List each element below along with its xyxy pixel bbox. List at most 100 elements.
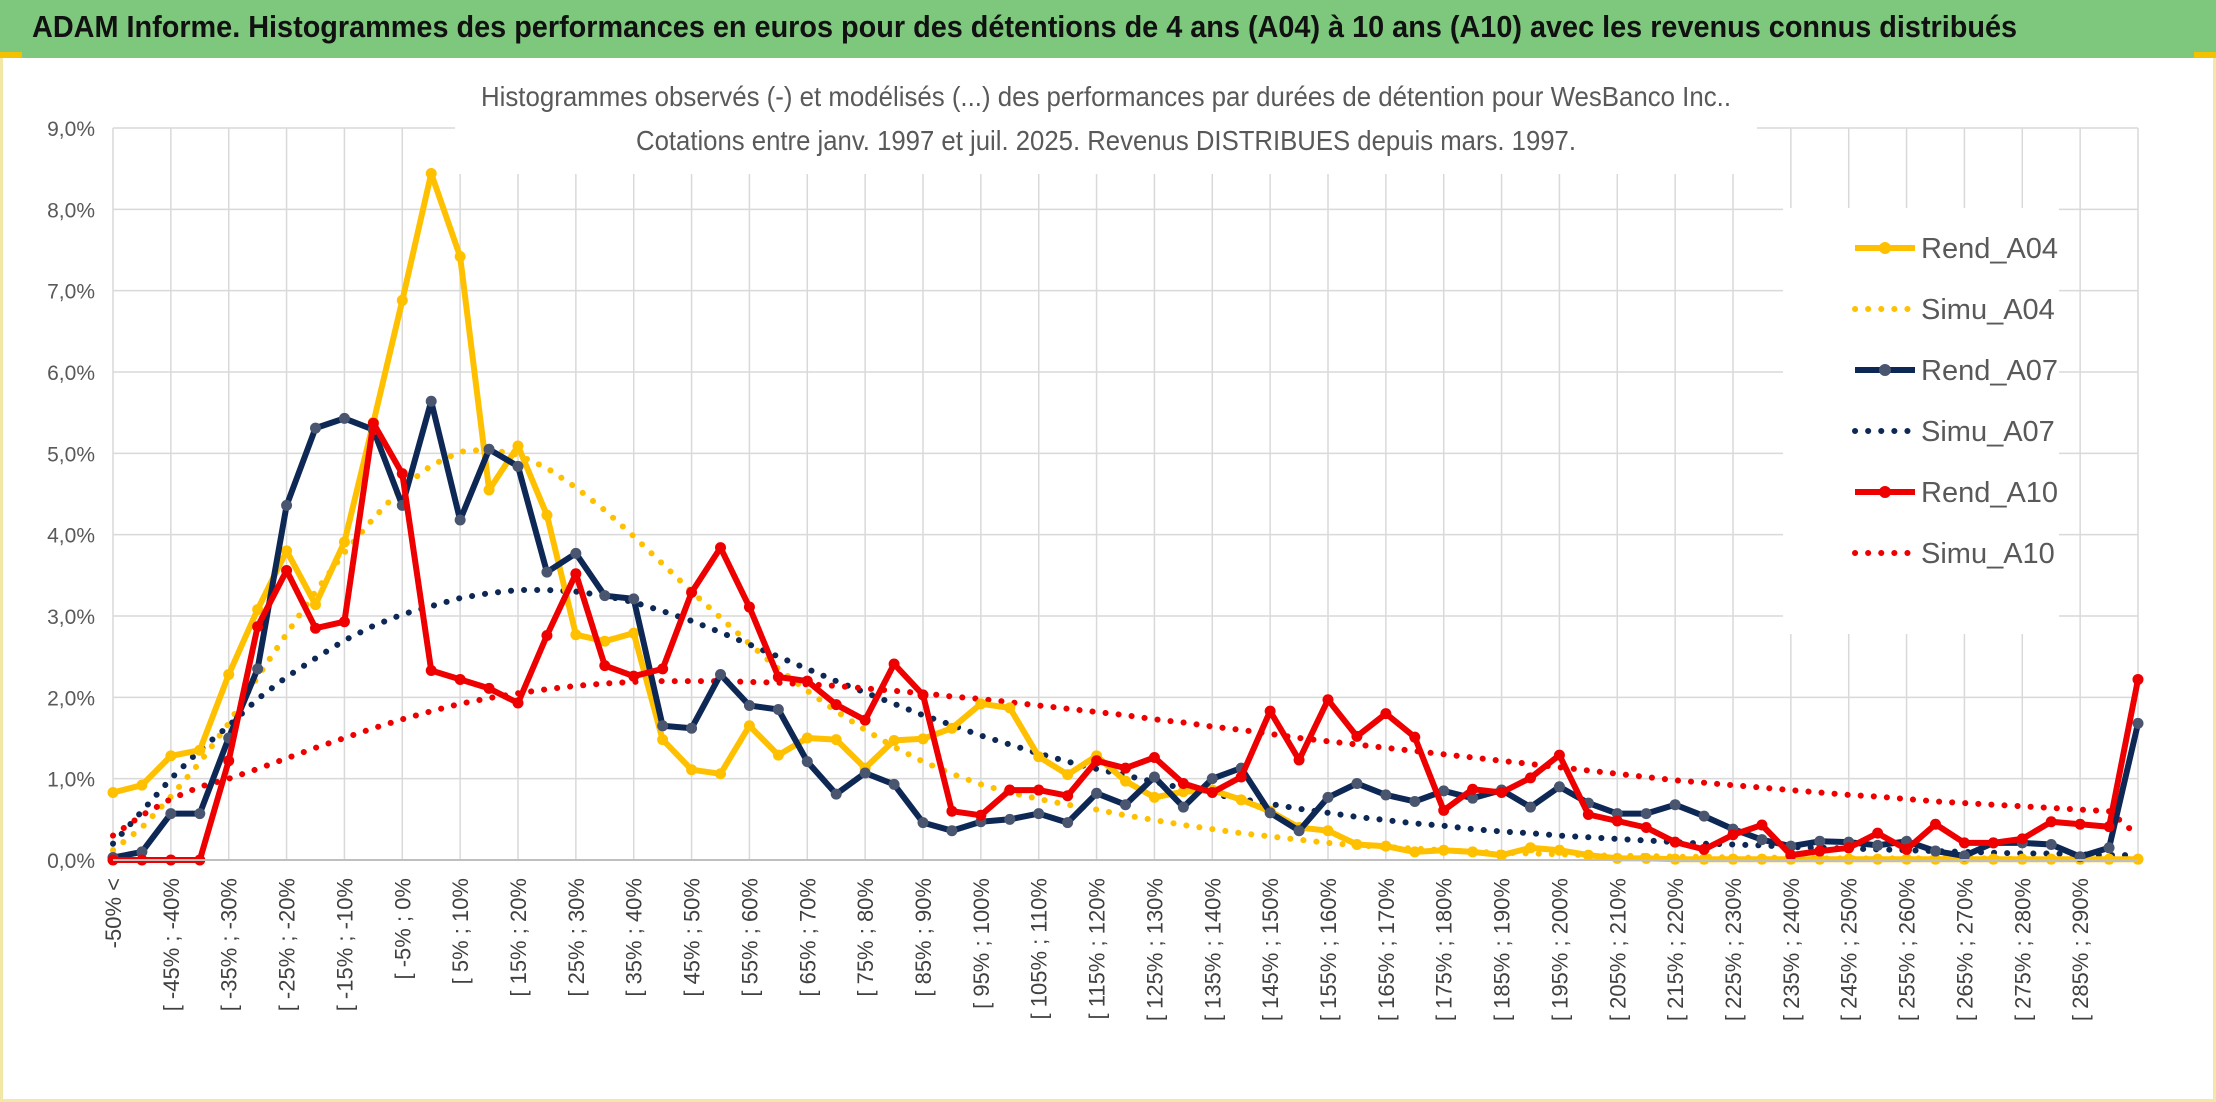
x-tick-label: [ -35% ; -30% [217,878,242,1011]
data-point-rend-a10 [917,689,929,701]
data-point-rend-a07 [1525,801,1536,813]
data-point-rend-a10 [888,658,900,670]
x-tick-label: [ 45% ; 50% [680,878,705,997]
data-point-rend-a07 [2045,839,2057,851]
data-point-rend-a10 [1004,784,1016,796]
legend-marker-rend-a04 [1879,242,1891,254]
data-point-rend-a10 [2132,673,2144,685]
data-point-rend-a07 [541,566,553,578]
data-point-rend-a10 [1727,829,1739,841]
data-point-rend-a10 [570,568,582,580]
x-tick-label: [ 5% ; 10% [448,878,473,984]
data-point-rend-a07 [772,704,784,716]
data-point-rend-a04 [454,251,466,263]
data-point-rend-a04 [570,629,582,641]
data-point-rend-a04 [1611,852,1623,864]
data-point-rend-a04 [310,599,321,611]
data-point-rend-a07 [310,422,321,434]
x-tick-label: [ 245% ; 250% [1837,878,1862,1021]
data-point-rend-a10 [367,417,379,429]
x-tick-label: [ 285% ; 290% [2068,878,2093,1021]
data-point-rend-a10 [1987,837,1999,849]
legend-label-rend-a04: Rend_A04 [1921,233,2058,265]
x-tick-label: [ 175% ; 180% [1432,878,1457,1021]
data-point-rend-a04 [1322,825,1334,837]
data-point-rend-a07 [715,669,726,681]
data-point-rend-a10 [1293,754,1305,766]
legend-label-rend-a10: Rend_A10 [1921,477,2058,509]
header-accent-right [2194,52,2216,58]
data-point-rend-a07 [1264,807,1276,819]
data-point-rend-a10 [1091,755,1103,767]
data-point-rend-a10 [1409,731,1421,743]
data-point-rend-a04 [1409,846,1421,858]
data-point-rend-a07 [1033,808,1045,820]
data-point-rend-a10 [1814,845,1826,857]
data-point-rend-a10 [1177,778,1189,790]
x-tick-label: [ 155% ; 160% [1316,878,1341,1021]
data-point-rend-a10 [657,663,669,675]
data-point-rend-a07 [512,460,524,472]
x-tick-label: [ 275% ; 280% [2010,878,2035,1021]
data-point-rend-a10 [1033,784,1045,796]
data-point-rend-a07 [1062,817,1074,829]
data-point-rend-a04 [252,603,264,615]
data-point-rend-a07 [1553,781,1565,793]
data-point-rend-a10 [425,664,437,676]
y-tick-label: 3,0% [47,606,95,629]
data-point-rend-a10 [1930,818,1941,830]
data-point-rend-a07 [1872,839,1884,851]
data-point-rend-a04 [1525,842,1536,854]
data-point-rend-a10 [1235,771,1247,783]
data-point-rend-a10 [1698,843,1710,855]
data-point-rend-a04 [1640,852,1652,864]
data-point-rend-a04 [396,294,408,306]
data-point-rend-a07 [888,778,900,790]
data-point-rend-a04 [657,734,669,746]
data-point-rend-a10 [1553,749,1565,761]
data-point-rend-a10 [686,586,698,598]
data-point-rend-a04 [628,627,640,639]
data-point-rend-a07 [1467,792,1479,804]
data-point-rend-a07 [1120,799,1131,811]
data-point-rend-a07 [1669,799,1681,811]
data-point-rend-a07 [1148,771,1160,783]
y-axis: 0,0% 1,0% 2,0% 3,0% 4,0% 5,0% 6,0% 7,0% 8,0% 9,0% [47,118,95,873]
data-point-rend-a07 [917,817,929,829]
data-point-rend-a10 [830,699,842,711]
data-point-rend-a10 [1640,821,1652,833]
chart-title-block: Histogrammes observés (-) et modélisés (… [455,80,1757,174]
data-point-rend-a07 [859,767,871,779]
data-point-rend-a04 [107,786,119,798]
data-point-rend-a04 [281,545,293,557]
data-point-rend-a04 [917,733,929,745]
data-point-rend-a10 [1843,842,1855,854]
data-point-rend-a10 [1264,705,1276,717]
legend-label-rend-a07: Rend_A07 [1921,355,2058,387]
data-point-rend-a07 [830,788,842,800]
data-point-rend-a07 [599,590,611,602]
data-point-rend-a07 [1293,825,1305,837]
grid-layer [112,127,2139,861]
data-point-rend-a04 [1120,775,1131,787]
data-point-rend-a07 [281,499,293,511]
x-tick-label: [ 25% ; 30% [564,878,589,997]
data-point-rend-a10 [2016,833,2028,845]
data-point-rend-a07 [454,514,466,526]
data-point-rend-a10 [1380,708,1392,720]
x-tick-label: [ 135% ; 140% [1200,878,1225,1021]
data-point-rend-a07 [628,593,640,605]
data-point-rend-a04 [1380,840,1392,852]
data-point-rend-a04 [1351,839,1363,851]
data-point-rend-a10 [1958,837,1970,849]
y-tick-label: 5,0% [47,443,95,466]
data-point-rend-a04 [772,749,784,761]
data-point-rend-a04 [715,768,726,780]
data-point-rend-a04 [1004,702,1016,714]
data-point-rend-a07 [1004,813,1016,825]
chart-frame: 0,0% 1,0% 2,0% 3,0% 4,0% 5,0% 6,0% 7,0% 8,0% 9,0%… [0,58,2216,1102]
data-point-rend-a04 [512,440,524,452]
data-point-rend-a07 [1814,835,1826,847]
data-point-rend-a10 [1525,772,1536,784]
data-point-rend-a10 [859,714,871,726]
